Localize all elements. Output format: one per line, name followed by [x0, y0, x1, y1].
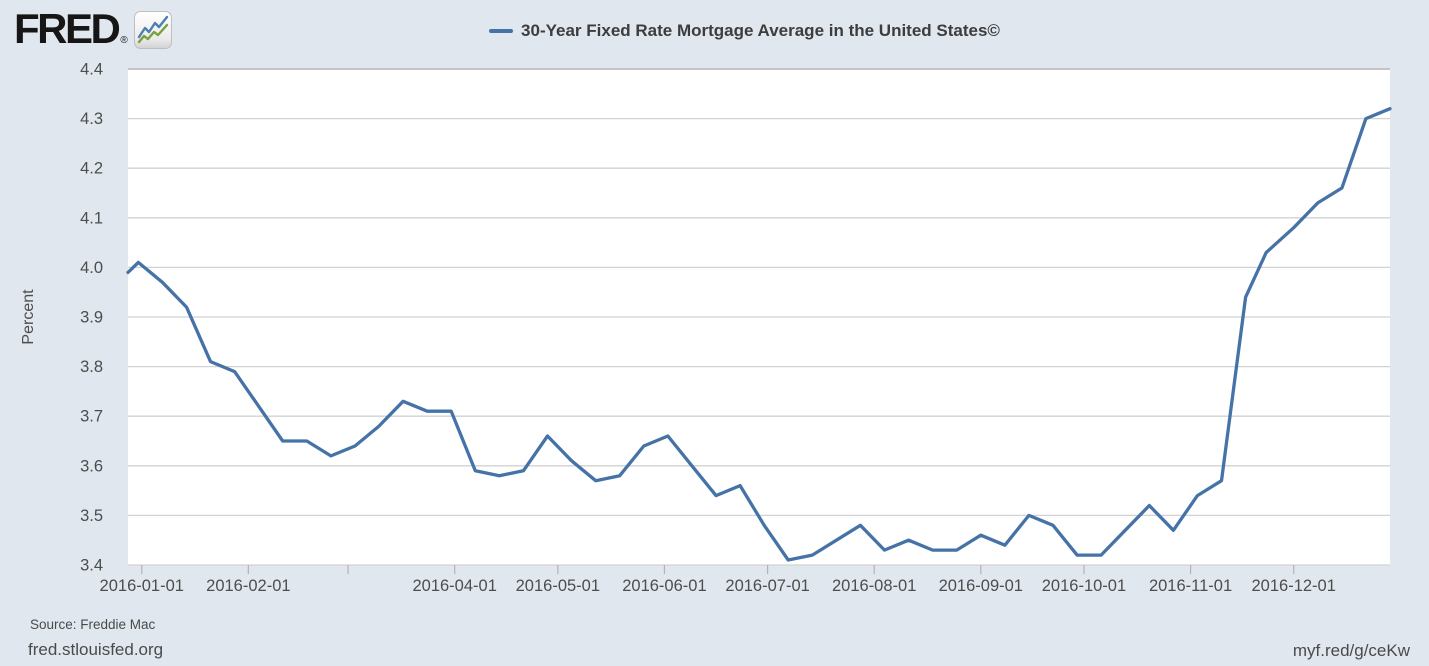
fred-chart-icon: [133, 11, 172, 49]
y-axis-tick-label: 4.4: [80, 61, 103, 79]
fred-logo[interactable]: FRED ®: [14, 5, 172, 52]
x-axis-tick-label: 2016-06-01: [622, 577, 706, 595]
y-axis-tick-label: 3.5: [80, 507, 103, 525]
graph-shortlink[interactable]: myf.red/g/ceKw: [1292, 641, 1410, 660]
x-axis-tick-label: 2016-11-01: [1149, 577, 1232, 595]
y-axis-tick-label: 4.0: [80, 259, 103, 277]
y-axis-title: Percent: [20, 289, 37, 345]
x-axis-tick-label: 2016-08-01: [832, 577, 916, 595]
fred-site-link[interactable]: fred.stlouisfed.org: [28, 640, 164, 659]
mortgage-rate-line: [126, 107, 1392, 562]
chart-legend: 30-Year Fixed Rate Mortgage Average in t…: [30, 21, 1429, 41]
y-axis-tick-label: 4.3: [80, 110, 103, 128]
registered-trademark-icon: ®: [120, 35, 128, 46]
x-axis-tick-label: 2016-01-01: [100, 577, 184, 595]
x-axis-tick-label: 2016-05-01: [516, 577, 600, 595]
y-axis-tick-label: 3.9: [80, 309, 103, 327]
x-axis-tick-label: 2016-04-01: [412, 577, 496, 595]
x-axis-tick-label: 2016-09-01: [939, 577, 1023, 595]
x-axis-tick-label: 2016-07-01: [725, 577, 809, 595]
x-axis-tick-label: 2016-02-01: [206, 577, 290, 595]
y-axis-tick-label: 3.6: [80, 457, 103, 475]
y-axis-tick-label: 3.4: [80, 557, 103, 575]
source-note: Source: Freddie Mac: [30, 617, 156, 632]
x-axis-tick-label: 2016-12-01: [1252, 577, 1336, 595]
fred-logo-text: FRED: [14, 5, 121, 52]
y-axis-tick-label: 4.1: [80, 209, 103, 227]
x-axis-tick-label: 2016-10-01: [1042, 577, 1126, 595]
legend-line-sample-icon: [489, 29, 514, 33]
legend-label: 30-Year Fixed Rate Mortgage Average in t…: [521, 21, 1000, 40]
y-axis-tick-label: 3.7: [80, 408, 103, 426]
y-axis-tick-label: 3.8: [80, 358, 103, 376]
y-axis-tick-label: 4.2: [80, 160, 103, 178]
